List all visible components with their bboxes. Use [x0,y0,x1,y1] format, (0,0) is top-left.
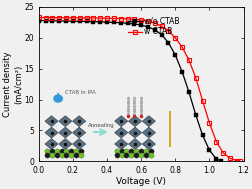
w CTAB [234,160,237,162]
w/o CTAB [37,19,40,22]
w/o CTAB [132,23,135,25]
Polygon shape [58,116,72,127]
w CTAB [125,18,129,20]
w/o CTAB [105,21,108,23]
w/o CTAB [207,149,210,151]
w/o CTAB [51,20,54,22]
w CTAB [153,22,156,24]
Polygon shape [45,116,58,127]
Polygon shape [128,139,141,149]
w CTAB [180,46,183,48]
w CTAB [51,16,54,19]
w CTAB [85,17,88,19]
Polygon shape [128,116,141,127]
w CTAB [166,30,169,32]
w CTAB [200,100,203,102]
Bar [168,111,170,147]
w CTAB [44,16,47,19]
w CTAB [37,16,40,19]
Y-axis label: Current density
(mA/cm²): Current density (mA/cm²) [4,51,23,117]
w/o CTAB [153,29,156,31]
Polygon shape [142,127,155,138]
Polygon shape [128,127,141,138]
w/o CTAB [166,42,169,44]
w/o CTAB [119,22,122,24]
w CTAB [160,25,163,27]
Polygon shape [114,139,127,149]
Polygon shape [72,116,85,127]
Polygon shape [58,139,72,149]
w CTAB [214,140,217,143]
w CTAB [78,17,81,19]
w CTAB [228,157,231,159]
w/o CTAB [44,19,47,22]
Line: w/o CTAB: w/o CTAB [37,19,222,163]
w CTAB [221,152,224,154]
Line: w CTAB: w CTAB [37,16,241,163]
w CTAB [238,160,241,162]
w/o CTAB [98,21,101,23]
w/o CTAB [194,114,197,116]
Polygon shape [114,116,127,127]
Legend: w/o CTAB, w CTAB: w/o CTAB, w CTAB [124,14,182,40]
w/o CTAB [125,22,129,24]
Circle shape [54,95,62,102]
w/o CTAB [146,26,149,28]
w/o CTAB [200,134,203,136]
w CTAB [173,37,176,39]
Polygon shape [142,116,155,127]
w/o CTAB [91,21,94,23]
w/o CTAB [64,20,67,22]
w/o CTAB [173,54,176,56]
w CTAB [187,59,190,61]
w CTAB [112,17,115,19]
w/o CTAB [85,20,88,23]
w/o CTAB [160,34,163,36]
w CTAB [91,17,94,19]
Polygon shape [72,139,85,149]
Polygon shape [45,127,58,138]
Text: Annealing: Annealing [87,123,114,128]
w CTAB [139,19,142,21]
w/o CTAB [71,20,74,22]
w/o CTAB [180,71,183,73]
w CTAB [71,17,74,19]
w CTAB [105,17,108,19]
w CTAB [64,17,67,19]
X-axis label: Voltage (V): Voltage (V) [116,177,166,186]
Polygon shape [142,139,155,149]
w CTAB [98,17,101,19]
w/o CTAB [112,21,115,24]
Polygon shape [72,127,85,138]
Polygon shape [45,139,58,149]
w CTAB [132,18,135,20]
w CTAB [57,16,60,19]
w CTAB [207,122,210,124]
w/o CTAB [139,24,142,26]
Polygon shape [58,127,72,138]
w CTAB [146,20,149,22]
Polygon shape [55,92,60,98]
w/o CTAB [187,91,190,93]
FancyArrowPatch shape [93,129,105,135]
w CTAB [194,77,197,79]
w/o CTAB [219,160,222,162]
w/o CTAB [78,20,81,22]
w/o CTAB [57,20,60,22]
w/o CTAB [214,158,217,160]
Text: CTAB in IPA: CTAB in IPA [65,90,95,95]
w CTAB [119,17,122,20]
Polygon shape [114,127,127,138]
